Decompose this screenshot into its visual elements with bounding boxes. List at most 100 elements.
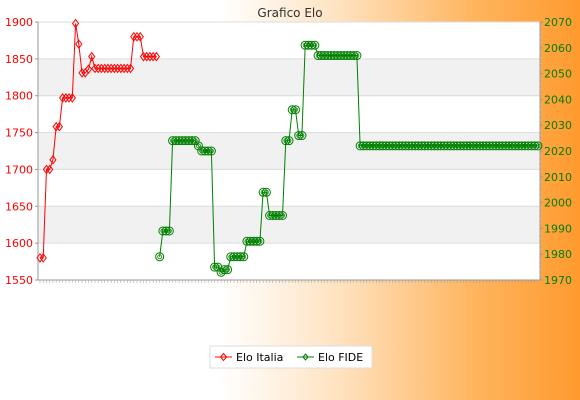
data-point-elo-fide bbox=[281, 136, 291, 146]
data-point-elo-fide bbox=[323, 51, 333, 61]
data-point-elo-fide bbox=[252, 236, 262, 246]
data-point-elo-fide bbox=[255, 236, 265, 246]
data-point-elo-fide bbox=[307, 40, 317, 50]
data-point-elo-italia bbox=[71, 18, 80, 29]
data-point-elo-fide bbox=[533, 141, 543, 151]
data-point-elo-fide bbox=[190, 136, 200, 146]
data-point-elo-fide bbox=[248, 236, 258, 246]
data-point-elo-fide bbox=[329, 51, 339, 61]
data-point-elo-fide bbox=[413, 141, 423, 151]
data-point-elo-italia bbox=[46, 164, 54, 175]
data-point-elo-fide bbox=[271, 211, 281, 220]
data-point-elo-fide bbox=[475, 141, 485, 151]
data-point-elo-fide bbox=[300, 40, 310, 50]
data-point-elo-fide bbox=[278, 211, 288, 220]
data-point-elo-fide bbox=[481, 141, 491, 151]
data-point-elo-fide bbox=[265, 211, 275, 220]
data-point-elo-fide bbox=[226, 252, 236, 262]
data-point-elo-fide bbox=[436, 141, 446, 151]
data-point-elo-italia bbox=[75, 39, 83, 49]
data-point-elo-fide bbox=[439, 141, 449, 151]
right-tick-label: 2070 bbox=[544, 16, 572, 29]
data-point-elo-fide bbox=[501, 141, 511, 151]
data-point-elo-fide bbox=[468, 141, 478, 151]
data-point-elo-fide bbox=[187, 136, 197, 146]
data-point-elo-fide bbox=[507, 141, 517, 151]
data-point-elo-italia bbox=[120, 63, 128, 74]
legend-marker-elo-italia bbox=[219, 352, 228, 362]
data-point-elo-fide bbox=[423, 141, 433, 151]
left-tick-label: 1850 bbox=[5, 53, 33, 66]
data-point-elo-fide bbox=[368, 141, 378, 151]
data-point-elo-fide bbox=[362, 141, 372, 151]
data-point-elo-fide bbox=[155, 252, 165, 262]
plot-band bbox=[38, 58, 540, 96]
data-point-elo-italia bbox=[62, 93, 70, 103]
data-point-elo-fide bbox=[465, 141, 475, 151]
data-point-elo-fide-inner bbox=[208, 148, 214, 154]
data-point-elo-fide bbox=[417, 141, 427, 151]
data-point-elo-fide-inner bbox=[157, 254, 163, 260]
data-point-elo-fide bbox=[268, 211, 278, 220]
data-point-elo-fide bbox=[232, 252, 242, 262]
data-point-elo-fide bbox=[326, 51, 336, 61]
data-point-elo-fide bbox=[258, 187, 268, 197]
data-point-elo-fide bbox=[223, 265, 233, 275]
data-point-elo-fide bbox=[242, 236, 252, 246]
data-point-elo-fide bbox=[235, 252, 245, 262]
data-point-elo-italia bbox=[42, 164, 51, 175]
data-point-elo-italia bbox=[36, 253, 44, 263]
data-point-elo-italia bbox=[49, 155, 57, 165]
legend-box bbox=[209, 345, 373, 369]
right-tick-label: 1990 bbox=[544, 222, 572, 235]
data-point-elo-italia bbox=[78, 68, 86, 78]
data-point-elo-fide bbox=[410, 141, 420, 151]
right-tick-label: 2050 bbox=[544, 68, 572, 81]
left-tick-label: 1650 bbox=[5, 200, 33, 213]
data-point-elo-fide bbox=[488, 141, 498, 151]
legend-marker-elo-fide bbox=[302, 353, 309, 361]
data-point-elo-italia bbox=[39, 253, 47, 263]
data-point-elo-italia bbox=[52, 121, 60, 132]
data-point-elo-fide-inner bbox=[257, 238, 263, 244]
data-point-elo-fide bbox=[229, 252, 239, 262]
data-point-elo-fide bbox=[333, 51, 343, 61]
data-point-elo-italia bbox=[123, 63, 131, 74]
data-point-elo-fide bbox=[294, 131, 304, 141]
data-point-elo-fide bbox=[449, 141, 459, 151]
data-point-elo-fide bbox=[174, 136, 184, 146]
data-point-elo-fide bbox=[177, 136, 187, 146]
data-point-elo-italia bbox=[107, 63, 115, 74]
data-point-elo-fide bbox=[345, 51, 355, 61]
right-tick-label: 2010 bbox=[544, 171, 572, 184]
data-point-elo-fide bbox=[210, 262, 220, 272]
data-point-elo-fide bbox=[433, 141, 443, 151]
data-point-elo-fide bbox=[462, 141, 472, 151]
data-point-elo-fide bbox=[161, 226, 171, 236]
legend: Elo Italia Elo FIDE bbox=[209, 345, 373, 369]
right-tick-label: 2040 bbox=[544, 93, 572, 106]
data-point-elo-italia bbox=[68, 93, 76, 103]
data-point-elo-fide-inner bbox=[241, 254, 247, 260]
data-point-elo-fide bbox=[245, 236, 255, 246]
data-point-elo-fide bbox=[517, 141, 527, 151]
left-tick-label: 1700 bbox=[5, 163, 33, 176]
data-point-elo-fide bbox=[358, 141, 368, 151]
data-point-elo-fide bbox=[491, 141, 501, 151]
data-point-elo-italia bbox=[104, 63, 112, 74]
data-point-elo-fide bbox=[206, 146, 216, 156]
data-point-elo-fide-inner bbox=[263, 189, 269, 195]
data-point-elo-fide bbox=[352, 51, 362, 61]
data-point-elo-fide bbox=[484, 141, 494, 151]
legend-label-elo-italia: Elo Italia bbox=[236, 351, 283, 364]
data-point-elo-italia bbox=[59, 93, 67, 103]
data-point-elo-italia bbox=[149, 51, 157, 62]
data-point-elo-fide bbox=[239, 252, 249, 262]
data-point-elo-fide bbox=[371, 141, 381, 151]
data-point-elo-italia bbox=[139, 51, 148, 62]
data-point-elo-italia bbox=[91, 63, 99, 74]
data-point-elo-fide bbox=[219, 265, 229, 275]
left-tick-label: 1800 bbox=[5, 90, 33, 103]
data-point-elo-italia bbox=[117, 63, 125, 74]
data-point-elo-italia bbox=[65, 93, 73, 103]
